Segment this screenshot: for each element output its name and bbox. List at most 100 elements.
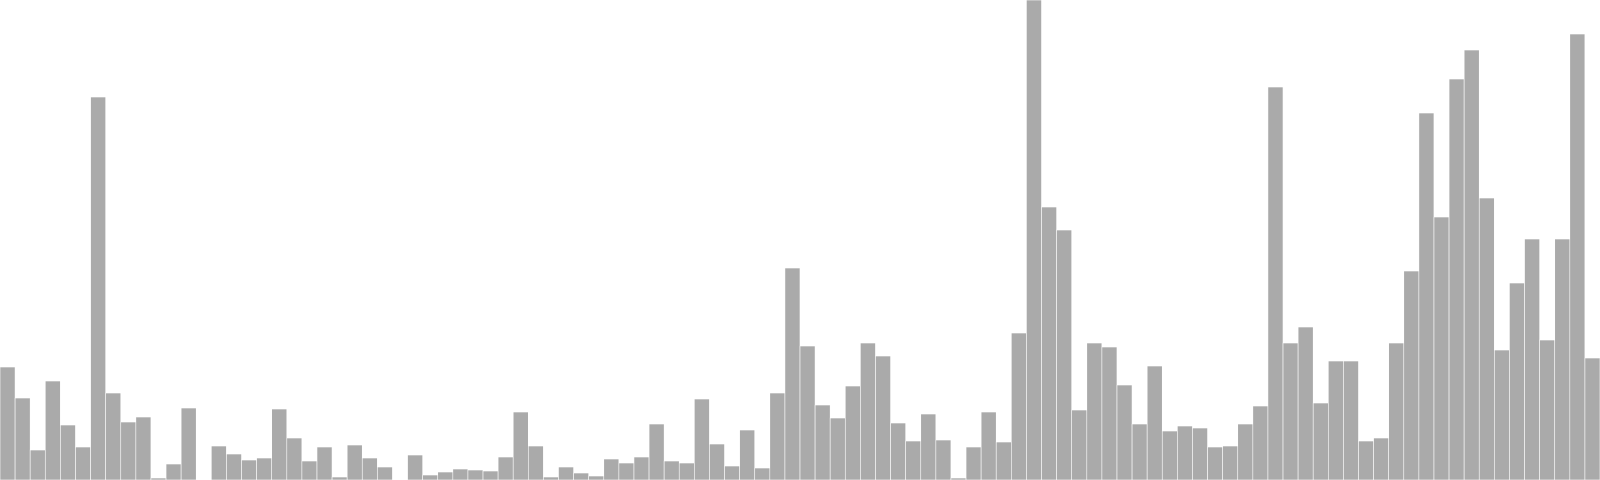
bar <box>1478 197 1495 480</box>
bar <box>1584 357 1600 480</box>
bar <box>1267 86 1284 480</box>
bar <box>14 397 31 480</box>
bar <box>512 411 529 480</box>
bar <box>1569 33 1586 480</box>
bar <box>1312 402 1329 480</box>
bar <box>60 424 76 480</box>
bar <box>44 380 61 480</box>
bar <box>739 429 756 480</box>
bar <box>226 453 242 480</box>
bar <box>1116 384 1133 480</box>
bar <box>1026 0 1042 480</box>
bar <box>29 449 46 480</box>
bar <box>75 446 91 480</box>
bar <box>497 456 514 480</box>
bar <box>165 463 182 480</box>
bar <box>633 456 650 480</box>
bar <box>437 471 454 480</box>
bar <box>1177 425 1193 480</box>
bar <box>709 443 725 480</box>
bar <box>920 413 937 480</box>
bar <box>135 416 152 480</box>
bar <box>482 470 499 480</box>
bar <box>241 459 257 480</box>
bar <box>1524 238 1540 480</box>
bar <box>301 460 318 480</box>
bar <box>905 440 922 480</box>
bar <box>995 441 1012 480</box>
bar <box>678 462 695 480</box>
bar <box>1403 270 1420 480</box>
bar <box>346 444 363 480</box>
bar <box>1207 446 1223 480</box>
bar <box>1011 332 1027 480</box>
bar <box>1373 437 1389 480</box>
bar <box>1161 430 1178 480</box>
bar <box>120 421 137 480</box>
bar <box>1192 427 1208 480</box>
bar <box>648 423 665 480</box>
bar <box>1222 445 1239 480</box>
bar <box>180 407 197 480</box>
bar <box>377 466 393 480</box>
bar <box>573 472 589 480</box>
bar <box>1463 49 1480 480</box>
bar <box>527 445 544 480</box>
bar <box>0 366 16 480</box>
bar <box>935 439 952 480</box>
bar <box>90 96 106 480</box>
bar <box>784 267 801 480</box>
bar <box>1297 326 1314 480</box>
bar <box>1494 349 1510 480</box>
bar <box>407 454 423 480</box>
bar <box>799 345 816 480</box>
bar <box>1086 342 1103 480</box>
bar <box>1554 238 1571 480</box>
bar <box>1041 206 1057 480</box>
bar <box>769 392 786 480</box>
bar <box>1388 342 1405 480</box>
bar <box>724 465 740 480</box>
bar <box>1131 423 1148 480</box>
bar <box>844 385 861 480</box>
bar <box>422 474 439 480</box>
bar <box>980 411 997 480</box>
bar <box>316 446 333 480</box>
bar <box>1448 78 1465 480</box>
bar <box>603 458 620 480</box>
bar <box>211 445 227 480</box>
bar <box>1418 112 1435 480</box>
bar <box>588 475 605 480</box>
bar <box>1071 409 1088 480</box>
bar <box>1101 346 1118 480</box>
bar <box>1056 229 1072 480</box>
bar <box>860 342 876 480</box>
bar <box>965 446 982 480</box>
bar <box>1237 423 1254 480</box>
bar <box>286 437 303 480</box>
bar <box>1343 360 1359 480</box>
bar <box>467 469 484 480</box>
bar <box>1433 216 1450 480</box>
bar <box>105 392 122 480</box>
bar <box>1358 440 1374 480</box>
bar <box>663 460 680 480</box>
bar <box>361 457 378 480</box>
bar <box>1282 342 1299 480</box>
bar <box>1539 339 1556 480</box>
bar <box>256 457 272 480</box>
bar <box>558 466 574 480</box>
bar <box>452 468 469 480</box>
bar <box>271 408 288 480</box>
bar <box>890 422 906 480</box>
bar <box>1252 405 1269 480</box>
bar <box>1509 282 1525 480</box>
bar <box>1328 360 1344 480</box>
bar <box>754 467 771 480</box>
bar <box>694 398 710 480</box>
bar <box>618 462 635 480</box>
bar <box>875 355 891 480</box>
bar <box>829 417 846 480</box>
